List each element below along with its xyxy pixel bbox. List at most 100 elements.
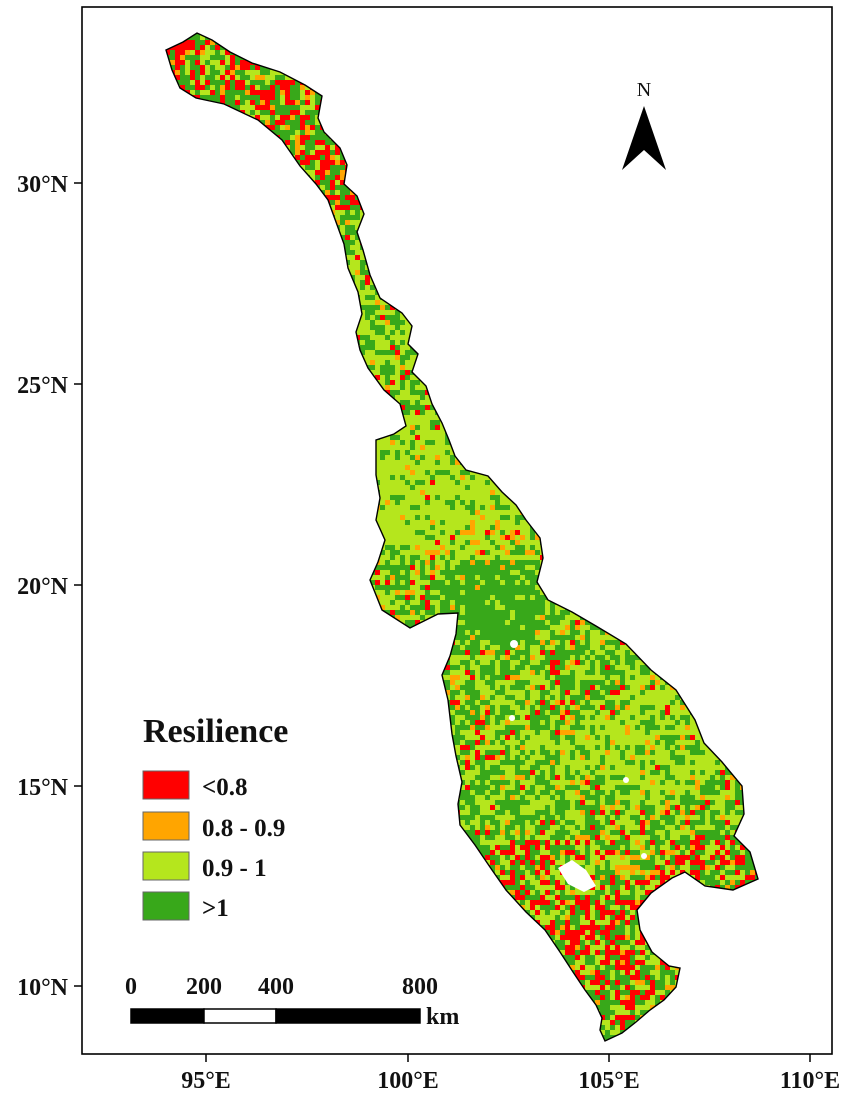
raster-cell bbox=[280, 80, 285, 85]
raster-cell bbox=[190, 50, 195, 55]
raster-cell bbox=[205, 95, 210, 100]
raster-cell bbox=[285, 75, 290, 80]
raster-cell bbox=[300, 110, 305, 115]
raster-cell bbox=[260, 110, 265, 115]
raster-cell bbox=[275, 80, 280, 85]
raster-cell bbox=[335, 200, 340, 205]
raster-cell bbox=[225, 50, 230, 55]
raster-cell bbox=[315, 110, 320, 115]
raster-cell bbox=[295, 115, 300, 120]
raster-cell bbox=[265, 75, 270, 80]
raster-cell bbox=[335, 190, 340, 195]
raster-cell bbox=[175, 50, 180, 55]
raster-cell bbox=[305, 140, 310, 145]
raster-cell bbox=[245, 80, 250, 85]
raster-cell bbox=[285, 85, 290, 90]
raster-cell bbox=[185, 50, 190, 55]
raster-cell bbox=[340, 220, 345, 225]
raster-cell bbox=[215, 45, 220, 50]
raster-cell bbox=[310, 140, 315, 145]
raster-cell bbox=[190, 70, 195, 75]
raster-cell bbox=[255, 75, 260, 80]
raster-cell bbox=[205, 55, 210, 60]
raster-cell bbox=[325, 170, 330, 175]
raster-cell bbox=[245, 60, 250, 65]
raster-cell bbox=[295, 100, 300, 105]
raster-cell bbox=[300, 115, 305, 120]
raster-cell bbox=[325, 175, 330, 180]
raster-cell bbox=[220, 70, 225, 75]
raster-cell bbox=[350, 225, 355, 230]
raster-cell bbox=[240, 105, 245, 110]
raster-cell bbox=[260, 95, 265, 100]
raster-cell bbox=[315, 150, 320, 155]
raster-cell bbox=[225, 65, 230, 70]
raster-cell bbox=[320, 155, 325, 160]
raster-cell bbox=[290, 105, 295, 110]
raster-cell bbox=[320, 180, 325, 185]
raster-cell bbox=[300, 100, 305, 105]
raster-cell bbox=[220, 75, 225, 80]
raster-cell bbox=[230, 60, 235, 65]
raster-cell bbox=[230, 90, 235, 95]
raster-cell bbox=[275, 85, 280, 90]
raster-cell bbox=[245, 105, 250, 110]
raster-cell bbox=[195, 40, 200, 45]
raster-cell bbox=[280, 130, 285, 135]
raster-cell bbox=[180, 45, 185, 50]
raster-cell bbox=[285, 130, 290, 135]
raster-cell bbox=[290, 120, 295, 125]
raster-cell bbox=[345, 225, 350, 230]
raster-cell bbox=[195, 80, 200, 85]
raster-cell bbox=[270, 95, 275, 100]
raster-cell bbox=[225, 70, 230, 75]
raster-cell bbox=[300, 155, 305, 160]
raster-cell bbox=[235, 65, 240, 70]
raster-cell bbox=[190, 85, 195, 90]
raster-cell bbox=[335, 155, 340, 160]
raster-cell bbox=[265, 95, 270, 100]
raster-cell bbox=[200, 75, 205, 80]
raster-cell bbox=[320, 170, 325, 175]
raster-cell bbox=[220, 55, 225, 60]
raster-cell bbox=[225, 75, 230, 80]
raster-cell bbox=[275, 120, 280, 125]
raster-cell bbox=[275, 100, 280, 105]
raster-cell bbox=[185, 45, 190, 50]
raster-cell bbox=[240, 60, 245, 65]
raster-cell bbox=[215, 55, 220, 60]
raster-cell bbox=[225, 100, 230, 105]
raster-cell bbox=[220, 50, 225, 55]
raster-cell bbox=[310, 165, 315, 170]
raster-cell bbox=[300, 85, 305, 90]
raster-cell bbox=[170, 50, 175, 55]
raster-cell bbox=[200, 65, 205, 70]
raster-cell bbox=[270, 110, 275, 115]
raster-cell bbox=[290, 150, 295, 155]
raster-cell bbox=[305, 170, 310, 175]
raster-cell bbox=[320, 185, 325, 190]
raster-cell bbox=[330, 195, 335, 200]
raster-cell bbox=[310, 130, 315, 135]
raster-cell bbox=[290, 115, 295, 120]
raster-cell bbox=[280, 85, 285, 90]
raster-cell bbox=[335, 220, 340, 225]
raster-cell bbox=[295, 125, 300, 130]
raster-cell bbox=[285, 95, 290, 100]
raster-cell bbox=[195, 70, 200, 75]
raster-cell bbox=[275, 115, 280, 120]
raster-cell bbox=[270, 125, 275, 130]
raster-cell bbox=[220, 60, 225, 65]
raster-cell bbox=[310, 135, 315, 140]
raster-cell bbox=[230, 70, 235, 75]
raster-cell bbox=[330, 150, 335, 155]
raster-cell bbox=[200, 55, 205, 60]
raster-cell bbox=[315, 180, 320, 185]
raster-cell bbox=[195, 75, 200, 80]
raster-cell bbox=[265, 90, 270, 95]
raster-cell bbox=[210, 95, 215, 100]
raster-cell bbox=[245, 90, 250, 95]
raster-cell bbox=[220, 90, 225, 95]
raster-cell bbox=[315, 125, 320, 130]
raster-cell bbox=[340, 170, 345, 175]
